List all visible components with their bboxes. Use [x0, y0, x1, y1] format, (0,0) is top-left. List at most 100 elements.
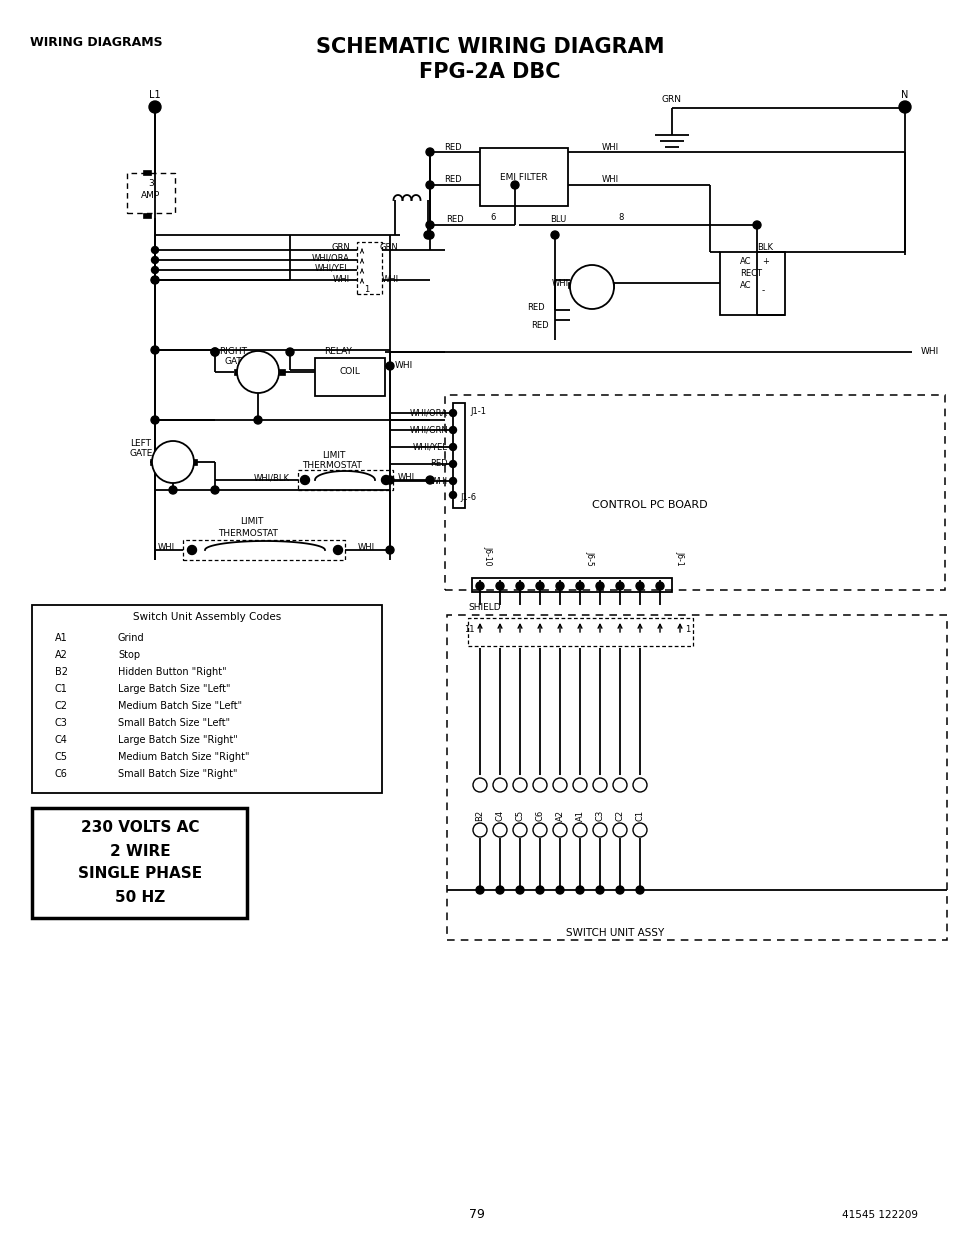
Text: EMI FILTER: EMI FILTER — [499, 173, 547, 182]
Circle shape — [636, 582, 643, 590]
Circle shape — [449, 410, 456, 416]
Circle shape — [449, 492, 456, 499]
Text: Small Batch Size "Left": Small Batch Size "Left" — [118, 718, 230, 727]
Circle shape — [513, 823, 526, 837]
Text: 6: 6 — [490, 214, 496, 222]
Text: GATE: GATE — [224, 357, 248, 367]
Text: 1: 1 — [364, 285, 369, 294]
Circle shape — [334, 546, 342, 555]
Text: GRN: GRN — [331, 242, 350, 252]
Circle shape — [511, 182, 518, 189]
Text: C5: C5 — [515, 810, 524, 821]
Bar — [479, 148, 567, 206]
Bar — [607, 282, 614, 288]
Circle shape — [493, 778, 506, 792]
Bar — [32, 808, 247, 918]
Circle shape — [423, 231, 432, 240]
Text: 79: 79 — [469, 1209, 484, 1221]
Text: B2: B2 — [55, 667, 68, 677]
Circle shape — [426, 475, 434, 484]
Text: WHI/BLK: WHI/BLK — [253, 473, 290, 483]
Circle shape — [613, 823, 626, 837]
Circle shape — [169, 487, 177, 494]
Circle shape — [636, 885, 643, 894]
Circle shape — [152, 257, 158, 263]
Text: RED: RED — [444, 142, 461, 152]
Text: 8: 8 — [618, 214, 623, 222]
Text: WHI: WHI — [920, 347, 938, 357]
Bar — [191, 459, 196, 466]
Text: WHI: WHI — [397, 473, 415, 483]
Circle shape — [449, 443, 456, 451]
Text: THERMOSTAT: THERMOSTAT — [302, 462, 361, 471]
Circle shape — [149, 101, 161, 112]
Text: Switch Unit Assembly Codes: Switch Unit Assembly Codes — [132, 613, 281, 622]
Text: WHI: WHI — [600, 175, 618, 184]
Text: 1: 1 — [684, 625, 690, 635]
Text: Hidden Button "Right": Hidden Button "Right" — [118, 667, 227, 677]
Bar — [314, 358, 385, 396]
Text: SOL: SOL — [164, 457, 182, 467]
Text: RIGHT: RIGHT — [219, 347, 247, 357]
Bar — [127, 173, 174, 212]
Circle shape — [496, 582, 503, 590]
Circle shape — [633, 823, 646, 837]
Text: WHI/GRN: WHI/GRN — [409, 426, 448, 435]
Text: C5: C5 — [55, 752, 68, 762]
Circle shape — [516, 885, 523, 894]
Text: WHI: WHI — [157, 543, 174, 552]
Text: RED: RED — [446, 215, 463, 225]
Text: Medium Batch Size "Left": Medium Batch Size "Left" — [118, 701, 242, 711]
Circle shape — [533, 778, 546, 792]
Text: C6: C6 — [55, 769, 68, 779]
Text: SINGLE PHASE: SINGLE PHASE — [78, 867, 202, 882]
Circle shape — [556, 885, 563, 894]
Text: N: N — [901, 90, 908, 100]
Text: 2 WIRE: 2 WIRE — [110, 844, 171, 858]
Circle shape — [253, 416, 262, 424]
Text: WHI: WHI — [600, 142, 618, 152]
Text: Grind: Grind — [118, 634, 145, 643]
Circle shape — [633, 778, 646, 792]
Circle shape — [496, 885, 503, 894]
Circle shape — [211, 348, 219, 356]
Circle shape — [593, 778, 606, 792]
Text: LIMIT: LIMIT — [240, 517, 263, 526]
Circle shape — [573, 823, 586, 837]
Text: -: - — [761, 287, 764, 295]
Text: WHI/YEL: WHI/YEL — [314, 263, 350, 273]
Bar — [447, 615, 946, 940]
Circle shape — [513, 778, 526, 792]
Circle shape — [152, 267, 158, 273]
Circle shape — [596, 582, 603, 590]
Circle shape — [752, 221, 760, 228]
Text: RED: RED — [531, 321, 548, 330]
Circle shape — [211, 487, 219, 494]
Circle shape — [616, 582, 623, 590]
Text: A2: A2 — [55, 650, 68, 659]
Text: +: + — [761, 257, 768, 266]
Text: C4: C4 — [55, 735, 68, 745]
Text: CONTROL PC BOARD: CONTROL PC BOARD — [592, 500, 707, 510]
Text: B2: B2 — [475, 810, 484, 821]
Text: J1-1: J1-1 — [470, 406, 485, 415]
Text: WHI/ORA: WHI/ORA — [410, 409, 448, 417]
Text: RELAY: RELAY — [324, 347, 352, 356]
Bar — [720, 252, 784, 315]
Text: J6-1: J6-1 — [675, 551, 684, 566]
Text: C3: C3 — [595, 810, 604, 821]
Circle shape — [516, 582, 523, 590]
Text: WHI: WHI — [431, 477, 448, 485]
Circle shape — [476, 885, 483, 894]
Circle shape — [553, 823, 566, 837]
Text: C2: C2 — [55, 701, 68, 711]
Circle shape — [536, 582, 543, 590]
Text: WHI: WHI — [395, 362, 413, 370]
Text: J6-10: J6-10 — [483, 547, 492, 566]
Circle shape — [573, 778, 586, 792]
Circle shape — [576, 582, 583, 590]
Circle shape — [386, 475, 394, 484]
Circle shape — [473, 778, 486, 792]
Circle shape — [449, 461, 456, 468]
Circle shape — [476, 582, 483, 590]
